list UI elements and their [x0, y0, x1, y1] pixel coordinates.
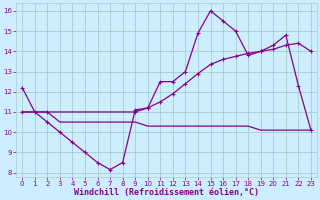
- X-axis label: Windchill (Refroidissement éolien,°C): Windchill (Refroidissement éolien,°C): [74, 188, 259, 197]
